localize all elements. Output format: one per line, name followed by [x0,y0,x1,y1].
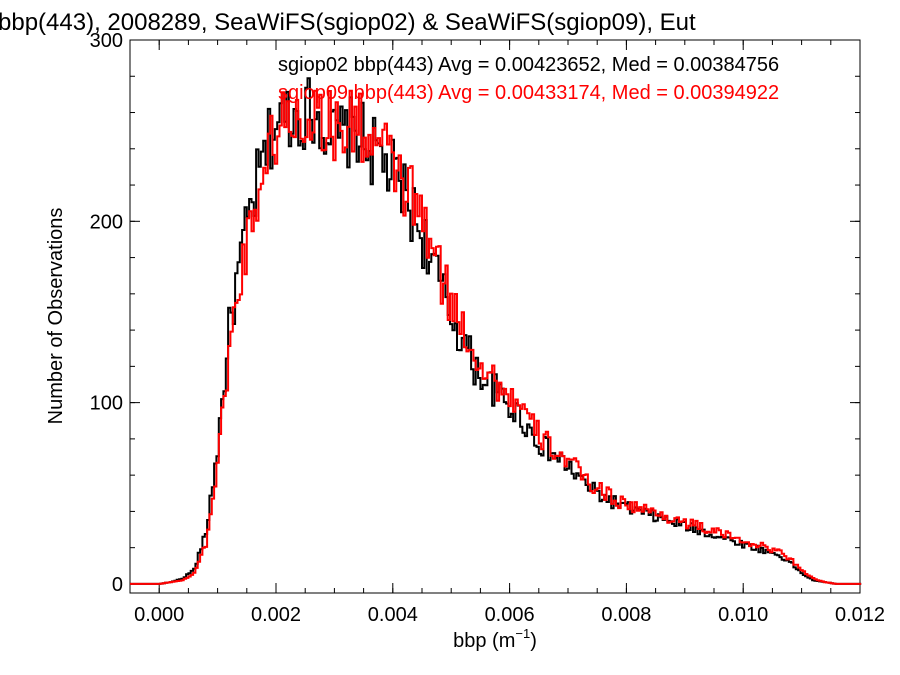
y-tick-label: 300 [90,30,123,52]
y-tick-labels: 0 100 200 300 [90,30,123,596]
annotation-sgiop09: sgiop09 bbp(443) Avg = 0.00433174, Med =… [278,82,779,104]
x-tick-label: 0.002 [251,604,301,626]
x-tick-label: 0.006 [485,604,535,626]
x-axis-label-exp: −1 [515,626,530,641]
plot-frame [129,39,861,594]
x-tick-labels: 0.000 0.002 0.004 0.006 0.008 0.010 0.012 [134,604,885,626]
series-sgiop09 [130,89,862,585]
x-axis-label-base: bbp (m [453,630,515,652]
series-sgiop02 [130,77,862,585]
x-axis-label: bbp (m−1) [453,626,537,652]
y-tick-label: 100 [90,393,123,415]
x-tick-label: 0.000 [134,604,184,626]
chart-title: bbp(443), 2008289, SeaWiFS(sgiop02) & Se… [0,9,696,36]
y-axis-label: Number of Observations [45,208,67,425]
x-tick-label: 0.012 [835,604,885,626]
y-tick-label: 0 [112,574,123,596]
x-tick-label: 0.010 [718,604,768,626]
x-tick-label: 0.004 [368,604,418,626]
x-axis-label-close: ) [530,630,537,652]
y-tick-label: 200 [90,211,123,233]
series-layer [130,77,862,585]
x-tick-label: 0.008 [601,604,651,626]
annotation-sgiop02: sgiop02 bbp(443) Avg = 0.00423652, Med =… [278,54,779,76]
axis-ticks [130,39,861,593]
